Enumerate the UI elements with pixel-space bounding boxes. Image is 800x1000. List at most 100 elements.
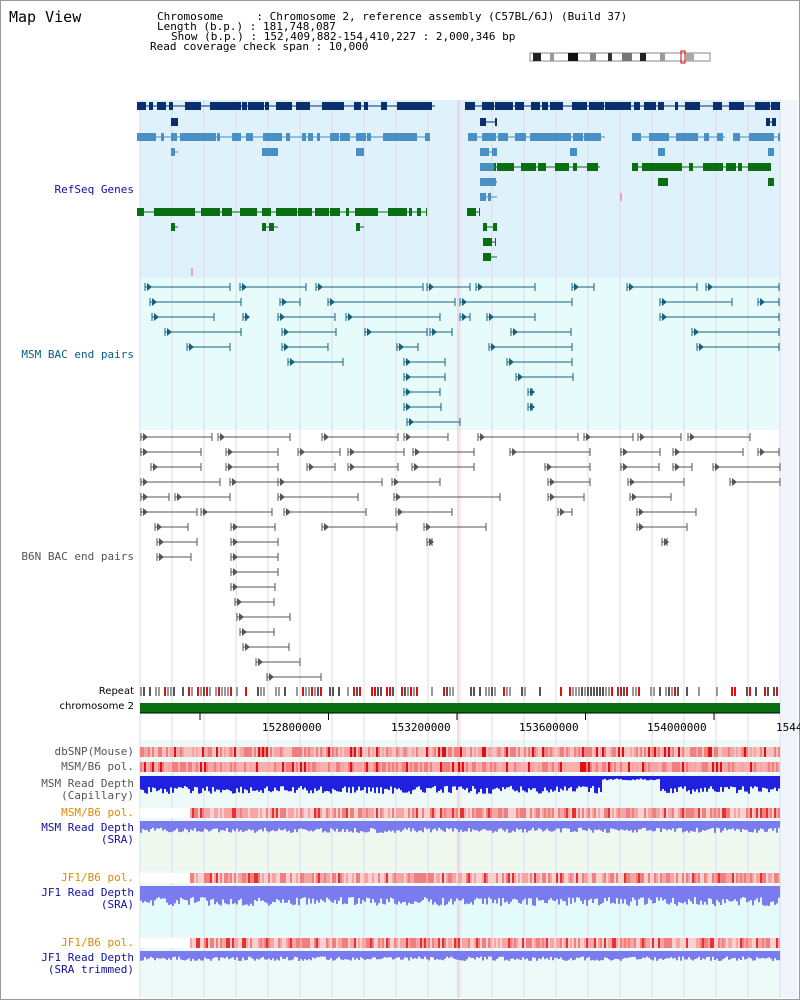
msm-capillary-depth xyxy=(718,776,720,792)
jf1-pol2-heat xyxy=(362,938,364,948)
jf1-trimmed-depth xyxy=(540,951,542,960)
dbsnp-heat xyxy=(150,747,152,757)
jf1-sra-depth xyxy=(692,886,694,904)
track-label-dbsnp[interactable]: dbSNP(Mouse) xyxy=(54,745,134,758)
jf1-pol-heat xyxy=(308,873,310,883)
dbsnp-heat xyxy=(484,747,486,757)
msm-pol2-heat xyxy=(466,808,468,818)
jf1-trimmed-depth xyxy=(600,951,602,961)
msm-pol2-heat xyxy=(322,808,324,818)
track-label-jf1-depth-sra[interactable]: JF1 Read Depth (SRA) xyxy=(41,886,134,911)
msm-capillary-depth xyxy=(578,776,580,787)
msm-sra-depth xyxy=(298,821,300,829)
track-label-msm-b6-pol-1[interactable]: MSM/B6 pol. xyxy=(61,760,134,773)
jf1-trimmed-depth xyxy=(488,951,490,957)
jf1-pol-heat xyxy=(430,873,432,883)
jf1-sra-depth xyxy=(762,886,764,906)
jf1-pol-heat xyxy=(490,873,492,883)
jf1-trimmed-depth xyxy=(336,951,338,959)
track-label-msm-bac[interactable]: MSM BAC end pairs xyxy=(21,348,134,361)
jf1-trimmed-depth xyxy=(618,951,620,960)
jf1-pol-heat xyxy=(636,873,638,883)
msm-sra-depth xyxy=(768,821,770,829)
jf1-pol-heat xyxy=(616,873,618,883)
msm-pol-heat xyxy=(320,762,322,772)
jf1-pol-heat xyxy=(372,873,374,883)
msm-capillary-depth xyxy=(534,776,536,789)
msm-pol-heat xyxy=(514,762,516,772)
b6n-bac-pair-arrow xyxy=(429,538,434,546)
msm-pol-heat xyxy=(698,762,700,772)
msm-capillary-depth xyxy=(170,776,172,788)
jf1-pol2-heat xyxy=(766,938,768,948)
dbsnp-heat xyxy=(634,747,636,757)
jf1-trimmed-depth xyxy=(340,951,342,960)
jf1-pol2-heat xyxy=(588,938,590,948)
msm-pol-heat xyxy=(590,762,592,772)
jf1-trimmed-depth xyxy=(732,951,734,959)
msm-capillary-depth xyxy=(388,776,390,791)
msm-capillary-depth xyxy=(618,776,620,780)
track-label-refseq[interactable]: RefSeq Genes xyxy=(54,183,134,196)
msm-pol2-heat xyxy=(438,808,440,818)
msm-sra-depth xyxy=(558,821,560,829)
msm-sra-depth xyxy=(324,821,326,832)
jf1-trimmed-depth xyxy=(658,951,660,960)
msm-sra-depth xyxy=(218,821,220,833)
msm-sra-depth xyxy=(220,821,222,831)
msm-sra-depth xyxy=(690,821,692,831)
jf1-pol2-heat xyxy=(530,938,532,948)
dbsnp-heat xyxy=(714,747,716,757)
msm-sra-depth xyxy=(500,821,502,829)
track-label-jf1-b6-pol-2[interactable]: JF1/B6 pol. xyxy=(61,936,134,949)
track-label-b6n-bac[interactable]: B6N BAC end pairs xyxy=(21,550,134,563)
gene-exon xyxy=(538,163,546,171)
msm-pol-heat xyxy=(546,762,548,772)
jf1-sra-depth xyxy=(610,886,612,904)
msm-sra-depth xyxy=(728,821,730,830)
gene-exon xyxy=(216,102,225,110)
jf1-sra-depth xyxy=(192,886,194,898)
dbsnp-heat xyxy=(420,747,422,757)
msm-pol2-heat xyxy=(300,808,302,818)
msm-pol-heat xyxy=(540,762,542,772)
repeat-mark xyxy=(578,687,580,696)
msm-pol2-heat xyxy=(682,808,684,818)
gene-exon xyxy=(340,133,350,141)
jf1-pol2-heat xyxy=(758,938,760,948)
dbsnp-heat xyxy=(712,747,714,757)
track-label-msm-depth-sra[interactable]: MSM Read Depth (SRA) xyxy=(41,821,134,846)
jf1-trimmed-depth xyxy=(556,951,558,958)
gene-exon xyxy=(149,102,153,110)
jf1-pol2-heat xyxy=(514,938,516,948)
msm-capillary-depth xyxy=(454,776,456,787)
jf1-trimmed-depth xyxy=(168,951,170,959)
track-label-jf1-b6-pol-1[interactable]: JF1/B6 pol. xyxy=(61,871,134,884)
jf1-pol2-heat xyxy=(522,938,524,948)
gene-exon xyxy=(490,163,494,171)
msm-pol-heat xyxy=(684,762,686,772)
jf1-pol-heat xyxy=(482,873,484,883)
msm-pol-heat xyxy=(730,762,732,772)
jf1-trimmed-depth xyxy=(682,951,684,957)
msm-capillary-depth xyxy=(766,776,768,789)
msm-pol2-heat xyxy=(448,808,450,818)
repeat-mark xyxy=(599,687,601,696)
gene-exon xyxy=(472,102,475,110)
msm-pol2-heat xyxy=(376,808,378,818)
msm-capillary-depth xyxy=(586,776,588,787)
track-label-msm-b6-pol-2[interactable]: MSM/B6 pol. xyxy=(61,806,134,819)
jf1-pol-heat xyxy=(540,873,542,883)
msm-sra-depth xyxy=(398,821,400,831)
track-label-msm-depth-capillary[interactable]: MSM Read Depth (Capillary) xyxy=(41,777,134,802)
repeat-mark xyxy=(407,687,409,696)
msm-pol2-heat xyxy=(398,808,400,818)
track-label-repeat[interactable]: Repeat xyxy=(98,686,134,697)
track-label-jf1-depth-trimmed[interactable]: JF1 Read Depth (SRA trimmed) xyxy=(41,951,134,976)
jf1-pol2-heat xyxy=(670,938,672,948)
msm-sra-depth xyxy=(328,821,330,833)
gene-exon xyxy=(682,133,698,141)
jf1-pol2-heat xyxy=(270,938,272,948)
msm-pol2-heat xyxy=(234,808,236,818)
jf1-sra-depth xyxy=(282,886,284,900)
